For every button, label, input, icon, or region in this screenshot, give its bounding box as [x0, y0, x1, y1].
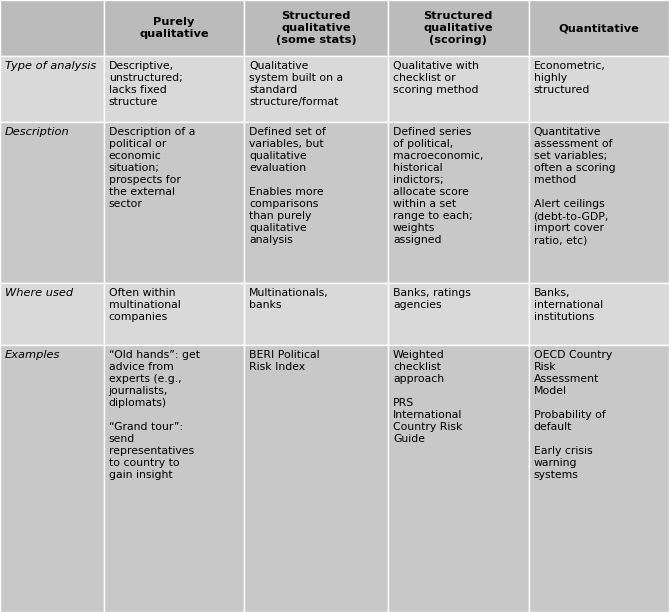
Text: Quantitative: Quantitative — [559, 23, 639, 33]
Text: Type of analysis: Type of analysis — [5, 61, 96, 72]
Bar — [388, 56, 529, 122]
Text: Structured
qualitative
(scoring): Structured qualitative (scoring) — [423, 11, 493, 45]
Bar — [104, 345, 244, 612]
Text: Qualitative
system built on a
standard
structure/format: Qualitative system built on a standard s… — [249, 61, 343, 107]
Text: BERI Political
Risk Index: BERI Political Risk Index — [249, 350, 320, 372]
Bar — [529, 56, 669, 122]
Bar — [529, 122, 669, 283]
Text: Purely
qualitative: Purely qualitative — [139, 17, 209, 39]
Bar — [0, 345, 104, 612]
Bar — [388, 122, 529, 283]
Bar — [388, 0, 529, 56]
Bar — [244, 345, 388, 612]
Bar — [244, 122, 388, 283]
Bar — [104, 0, 244, 56]
Text: Defined series
of political,
macroeconomic,
historical
indictors;
allocate score: Defined series of political, macroeconom… — [393, 127, 484, 245]
Text: Descriptive,
unstructured;
lacks fixed
structure: Descriptive, unstructured; lacks fixed s… — [108, 61, 183, 107]
Text: Banks,
international
institutions: Banks, international institutions — [533, 288, 603, 322]
Bar — [529, 345, 669, 612]
Bar — [0, 122, 104, 283]
Text: Econometric,
highly
structured: Econometric, highly structured — [533, 61, 605, 95]
Bar — [388, 283, 529, 345]
Bar — [529, 283, 669, 345]
Bar — [104, 122, 244, 283]
Text: Weighted
checklist
approach

PRS
International
Country Risk
Guide: Weighted checklist approach PRS Internat… — [393, 350, 462, 444]
Bar — [244, 283, 388, 345]
Text: Description of a
political or
economic
situation;
prospects for
the external
sec: Description of a political or economic s… — [108, 127, 195, 209]
Bar — [0, 283, 104, 345]
Text: Examples: Examples — [5, 350, 60, 360]
Text: Where used: Where used — [5, 288, 73, 298]
Bar — [388, 345, 529, 612]
Bar — [244, 0, 388, 56]
Bar — [529, 0, 669, 56]
Text: Defined set of
variables, but
qualitative
evaluation

Enables more
comparisons
t: Defined set of variables, but qualitativ… — [249, 127, 326, 245]
Text: OECD Country
Risk
Assessment
Model

Probability of
default

Early crisis
warning: OECD Country Risk Assessment Model Proba… — [533, 350, 611, 480]
Text: Description: Description — [5, 127, 70, 138]
Bar — [244, 56, 388, 122]
Text: Quantitative
assessment of
set variables;
often a scoring
method

Alert ceilings: Quantitative assessment of set variables… — [533, 127, 615, 245]
Text: “Old hands”: get
advice from
experts (e.g.,
journalists,
diplomats)

“Grand tour: “Old hands”: get advice from experts (e.… — [108, 350, 199, 480]
Text: Often within
multinational
companies: Often within multinational companies — [108, 288, 181, 322]
Text: Structured
qualitative
(some stats): Structured qualitative (some stats) — [276, 11, 357, 45]
Text: Qualitative with
checklist or
scoring method: Qualitative with checklist or scoring me… — [393, 61, 479, 95]
Text: Banks, ratings
agencies: Banks, ratings agencies — [393, 288, 471, 310]
Bar — [104, 283, 244, 345]
Bar — [0, 56, 104, 122]
Text: Multinationals,
banks: Multinationals, banks — [249, 288, 329, 310]
Bar — [104, 56, 244, 122]
Bar — [0, 0, 104, 56]
